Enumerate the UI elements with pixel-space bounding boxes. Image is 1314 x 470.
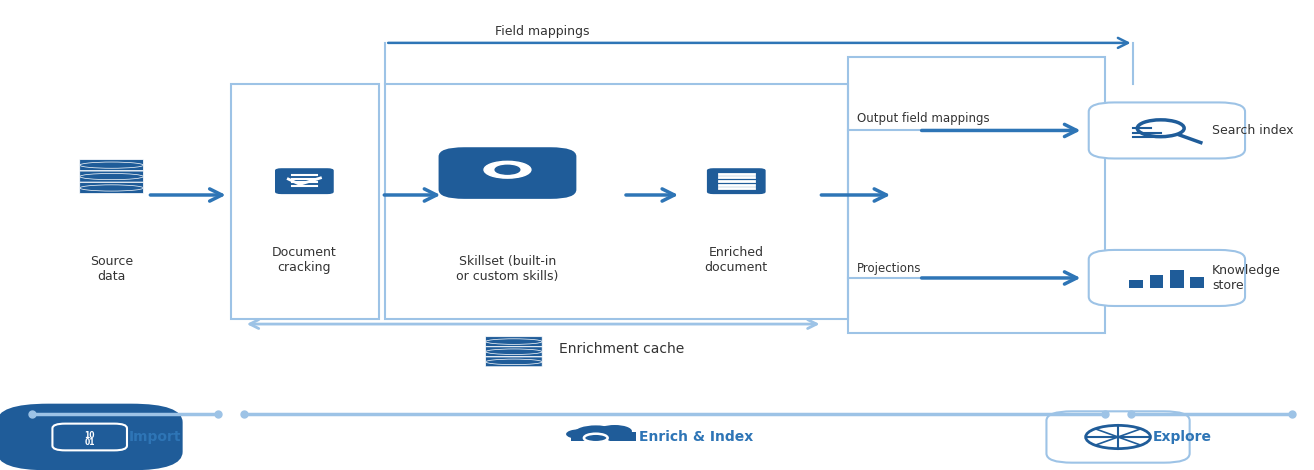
FancyBboxPatch shape — [0, 404, 183, 470]
Ellipse shape — [486, 339, 543, 345]
Bar — [1190, 277, 1204, 288]
Text: Source
data: Source data — [89, 255, 133, 283]
FancyBboxPatch shape — [486, 347, 543, 357]
Bar — [1150, 275, 1163, 288]
Circle shape — [574, 425, 618, 441]
Text: Projections: Projections — [857, 262, 921, 275]
Text: Document
cracking: Document cracking — [272, 245, 336, 274]
FancyBboxPatch shape — [80, 171, 143, 182]
Circle shape — [484, 161, 531, 178]
Bar — [572, 432, 636, 441]
Text: 10: 10 — [84, 431, 95, 440]
FancyBboxPatch shape — [486, 357, 543, 367]
Ellipse shape — [80, 185, 143, 191]
FancyBboxPatch shape — [80, 160, 143, 171]
Circle shape — [495, 165, 520, 174]
Text: 01: 01 — [84, 438, 95, 447]
Text: Enrichment cache: Enrichment cache — [558, 343, 685, 356]
Text: Search index: Search index — [1212, 124, 1293, 137]
Text: Explore: Explore — [1152, 430, 1212, 444]
Circle shape — [566, 429, 593, 439]
FancyBboxPatch shape — [439, 147, 577, 199]
Text: Field mappings: Field mappings — [494, 25, 589, 38]
Text: Enrich & Index: Enrich & Index — [639, 430, 753, 444]
FancyBboxPatch shape — [80, 182, 143, 194]
Circle shape — [598, 425, 632, 438]
Text: Knowledge
store: Knowledge store — [1212, 264, 1281, 292]
Ellipse shape — [486, 349, 543, 354]
Text: Output field mappings: Output field mappings — [857, 112, 989, 125]
FancyBboxPatch shape — [1089, 250, 1246, 306]
FancyBboxPatch shape — [486, 337, 543, 346]
Ellipse shape — [80, 173, 143, 180]
Ellipse shape — [486, 359, 543, 365]
Text: Enriched
document: Enriched document — [704, 245, 767, 274]
FancyBboxPatch shape — [1046, 411, 1189, 462]
FancyBboxPatch shape — [1089, 102, 1246, 158]
Ellipse shape — [80, 162, 143, 168]
Bar — [1169, 270, 1184, 288]
Bar — [1129, 280, 1143, 288]
FancyBboxPatch shape — [707, 168, 766, 194]
Text: Skillset (built-in
or custom skills): Skillset (built-in or custom skills) — [456, 255, 558, 283]
FancyBboxPatch shape — [275, 168, 334, 194]
Text: Import: Import — [129, 430, 181, 444]
